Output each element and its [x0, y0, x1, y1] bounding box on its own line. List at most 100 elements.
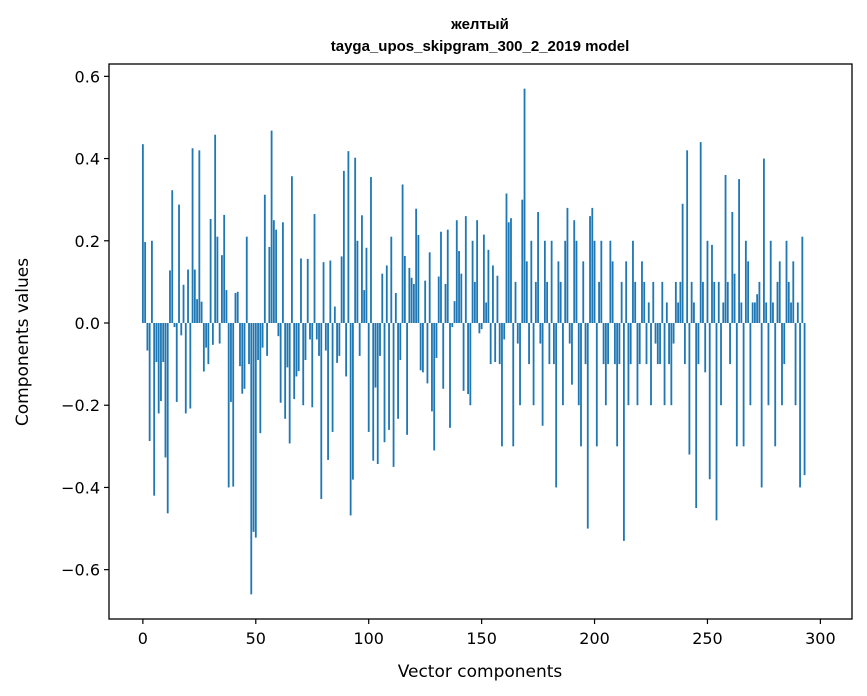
bar-263 [735, 323, 738, 447]
bar-203 [600, 240, 603, 323]
bar-194 [580, 323, 582, 447]
bar-100 [367, 323, 370, 432]
x-tick-label: 100 [353, 629, 384, 648]
bar-99 [365, 247, 368, 323]
bar-210 [616, 323, 619, 447]
bar-195 [582, 261, 585, 323]
bar-189 [568, 323, 571, 344]
bar-137 [451, 323, 454, 328]
bar-46 [245, 236, 248, 323]
bar-91 [347, 151, 350, 323]
plot-frame [108, 63, 853, 620]
bar-251 [708, 323, 711, 480]
x-axis-label: Vector components [398, 662, 563, 682]
bar-223 [645, 323, 648, 365]
bar-199 [591, 207, 594, 323]
bar-106 [381, 273, 384, 323]
bar-58 [272, 220, 275, 323]
bar-204 [602, 323, 605, 365]
bar-123 [419, 323, 422, 371]
bar-206 [607, 323, 609, 365]
bar-158 [498, 323, 501, 365]
bar-107 [383, 323, 386, 443]
bar-72 [304, 323, 307, 360]
bar-54 [263, 194, 266, 323]
bar-127 [428, 252, 431, 323]
bar-69 [297, 323, 300, 372]
bar-132 [440, 231, 442, 323]
bar-197 [586, 323, 589, 529]
bar-139 [455, 220, 458, 323]
bar-52 [259, 323, 262, 434]
bar-30 [209, 218, 212, 323]
bar-105 [379, 323, 381, 356]
bar-90 [345, 323, 348, 377]
bar-76 [313, 214, 316, 323]
bar-269 [749, 323, 752, 406]
bar-25 [198, 150, 201, 323]
bar-65 [288, 323, 291, 444]
bar-215 [627, 323, 630, 406]
bar-247 [699, 142, 702, 323]
bar-265 [740, 302, 743, 323]
bar-18 [182, 284, 185, 323]
bar-97 [361, 215, 363, 323]
bar-143 [464, 216, 467, 323]
bar-236 [674, 281, 677, 323]
bar-219 [636, 323, 639, 406]
bar-144 [467, 323, 469, 395]
bar-61 [279, 323, 282, 403]
bar-103 [374, 323, 377, 388]
bar-239 [681, 203, 684, 323]
bar-32 [214, 134, 217, 323]
bar-124 [422, 323, 424, 373]
bar-254 [715, 323, 718, 521]
bar-172 [530, 240, 533, 323]
bar-293 [803, 323, 806, 476]
bar-285 [785, 240, 788, 323]
bar-50 [254, 323, 257, 538]
bar-17 [180, 323, 183, 336]
bar-175 [537, 212, 539, 323]
bar-60 [277, 323, 280, 337]
bar-193 [577, 323, 580, 406]
bar-92 [349, 323, 352, 516]
bar-257 [722, 302, 725, 323]
bar-209 [613, 323, 616, 365]
bar-256 [720, 323, 722, 406]
bar-79 [320, 323, 323, 499]
bar-12 [169, 270, 171, 323]
bar-11 [166, 323, 169, 514]
bar-288 [792, 261, 795, 323]
bar-20 [187, 269, 189, 323]
chart-title: желтый [450, 16, 509, 33]
x-tick-label: 300 [805, 629, 836, 648]
bar-291 [799, 323, 801, 488]
bar-292 [801, 236, 804, 323]
bar-40 [232, 323, 235, 487]
bar-59 [275, 229, 278, 323]
bar-211 [618, 323, 621, 365]
bar-26 [200, 301, 203, 323]
bar-230 [661, 281, 664, 323]
bar-133 [442, 323, 445, 389]
bar-228 [656, 323, 659, 365]
bar-81 [324, 323, 327, 351]
bar-134 [444, 283, 447, 323]
bar-117 [406, 323, 409, 435]
bar-184 [557, 261, 560, 323]
y-axis-label: Components values [13, 258, 33, 426]
y-tick-label: −0.4 [61, 478, 100, 497]
bar-250 [706, 240, 709, 323]
bar-255 [717, 281, 720, 323]
bar-101 [370, 177, 372, 323]
bar-179 [546, 281, 549, 323]
bar-268 [747, 261, 750, 323]
bar-201 [595, 323, 598, 447]
bar-120 [412, 283, 415, 323]
bar-78 [318, 323, 320, 356]
bar-150 [480, 323, 483, 330]
bar-205 [604, 323, 607, 406]
bar-53 [261, 323, 264, 348]
bar-244 [693, 302, 695, 323]
